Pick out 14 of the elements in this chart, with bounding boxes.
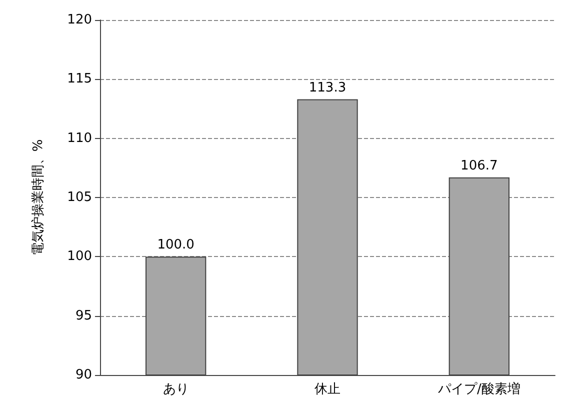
x-tick-label: パイプ/酸素増 (436, 381, 520, 397)
y-axis-title: 電気炉操業時間、% (31, 139, 46, 256)
x-tick-label: 休止 (314, 382, 340, 397)
y-tick-label: 120 (67, 12, 92, 28)
y-tick-label: 90 (75, 368, 92, 382)
y-tick-label: 95 (75, 308, 92, 324)
y-tick-label: 100 (67, 249, 92, 264)
data-label: 113.3 (308, 80, 346, 96)
y-tick-label: 110 (67, 130, 92, 146)
data-label: 106.7 (460, 158, 498, 174)
y-tick-label: 115 (67, 72, 92, 87)
x-tick-label: あり (162, 382, 189, 397)
data-label: 100.0 (157, 238, 194, 253)
y-tick-label: 105 (67, 190, 92, 205)
